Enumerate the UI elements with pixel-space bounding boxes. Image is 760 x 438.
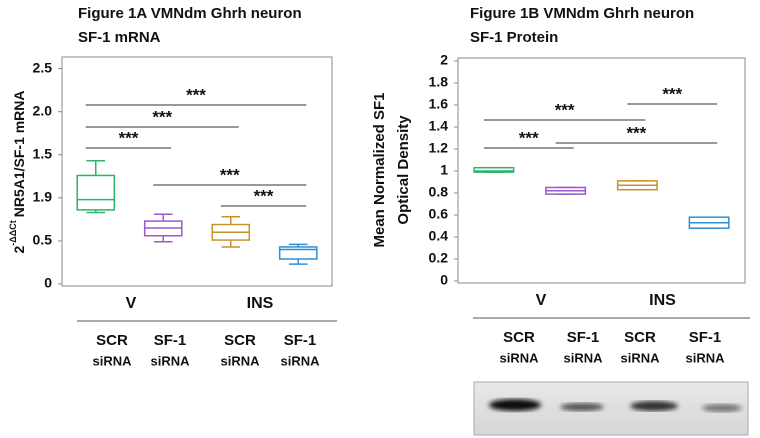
category-sublabel: siRNA	[280, 353, 320, 368]
y-tick-label: 0	[440, 272, 448, 288]
group-label: V	[536, 292, 547, 309]
category-label: SCR	[624, 329, 656, 346]
box	[473, 166, 515, 173]
significance-label: ***	[662, 84, 682, 103]
y-tick-label: 1.8	[429, 74, 449, 90]
y-tick-label: 2.5	[33, 59, 53, 75]
y-axis-label-base: 2	[11, 246, 27, 254]
significance-label: ***	[555, 100, 575, 119]
significance-label: ***	[220, 165, 240, 184]
y-tick-label: 0.6	[429, 206, 449, 222]
y-tick-label: 1.6	[429, 96, 449, 112]
y-tick-label: 0.8	[429, 184, 449, 200]
group-label: V	[126, 295, 137, 312]
category-label: SCR	[224, 332, 256, 349]
blot-band	[702, 404, 742, 412]
blot-band	[489, 399, 541, 411]
chart-subtitle: SF-1 mRNA	[78, 29, 161, 46]
category-label: SCR	[96, 332, 128, 349]
y-tick-label: 0.5	[33, 232, 53, 248]
y-tick-label: 2.0	[33, 102, 53, 118]
category-sublabel: siRNA	[620, 350, 660, 365]
box	[76, 174, 116, 211]
y-axis-label-superscript: -ΔΔCt	[8, 220, 18, 245]
y-axis-label: 2-ΔΔCt NR5A1/SF-1 mRNA	[8, 90, 26, 253]
y-tick-label: 0.2	[429, 250, 449, 266]
chart-title: Figure 1A VMNdm Ghrh neuron	[78, 5, 302, 22]
category-label: SF-1	[567, 329, 600, 346]
blot-band	[560, 403, 604, 411]
chart-title: Figure 1B VMNdm Ghrh neuron	[470, 5, 694, 22]
y-tick-label: 0	[44, 275, 52, 291]
y-tick-label: 0.4	[429, 228, 449, 244]
significance-label: ***	[626, 123, 646, 142]
y-tick-label: 1.2	[429, 140, 449, 156]
significance-label: ***	[186, 85, 206, 104]
group-label: INS	[247, 295, 274, 312]
category-sublabel: siRNA	[92, 353, 132, 368]
blot-band	[630, 401, 678, 411]
category-sublabel: siRNA	[563, 350, 603, 365]
category-sublabel: siRNA	[499, 350, 539, 365]
category-label: SCR	[503, 329, 535, 346]
significance-label: ***	[519, 128, 539, 147]
y-axis-label: Mean Normalized SF1	[371, 92, 388, 247]
y-tick-label: 1.9	[33, 189, 53, 205]
y-tick-label: 1.5	[33, 145, 53, 161]
y-axis-label: Optical Density	[395, 115, 412, 225]
significance-label: ***	[254, 186, 274, 205]
chart-subtitle: SF-1 Protein	[470, 29, 558, 46]
category-label: SF-1	[154, 332, 187, 349]
category-sublabel: siRNA	[150, 353, 190, 368]
category-sublabel: siRNA	[220, 353, 260, 368]
significance-label: ***	[119, 128, 139, 147]
significance-label: ***	[152, 107, 172, 126]
group-label: INS	[649, 292, 676, 309]
plot-frame	[61, 56, 333, 287]
western-blot	[473, 381, 749, 436]
y-tick-label: 1	[440, 162, 448, 178]
y-tick-label: 1.4	[429, 118, 449, 134]
y-axis-label-text: NR5A1/SF-1 mRNA	[11, 90, 27, 217]
y-tick-label: 2	[440, 52, 448, 68]
category-sublabel: siRNA	[685, 350, 725, 365]
category-label: SF-1	[284, 332, 317, 349]
box	[278, 246, 318, 260]
category-label: SF-1	[689, 329, 722, 346]
